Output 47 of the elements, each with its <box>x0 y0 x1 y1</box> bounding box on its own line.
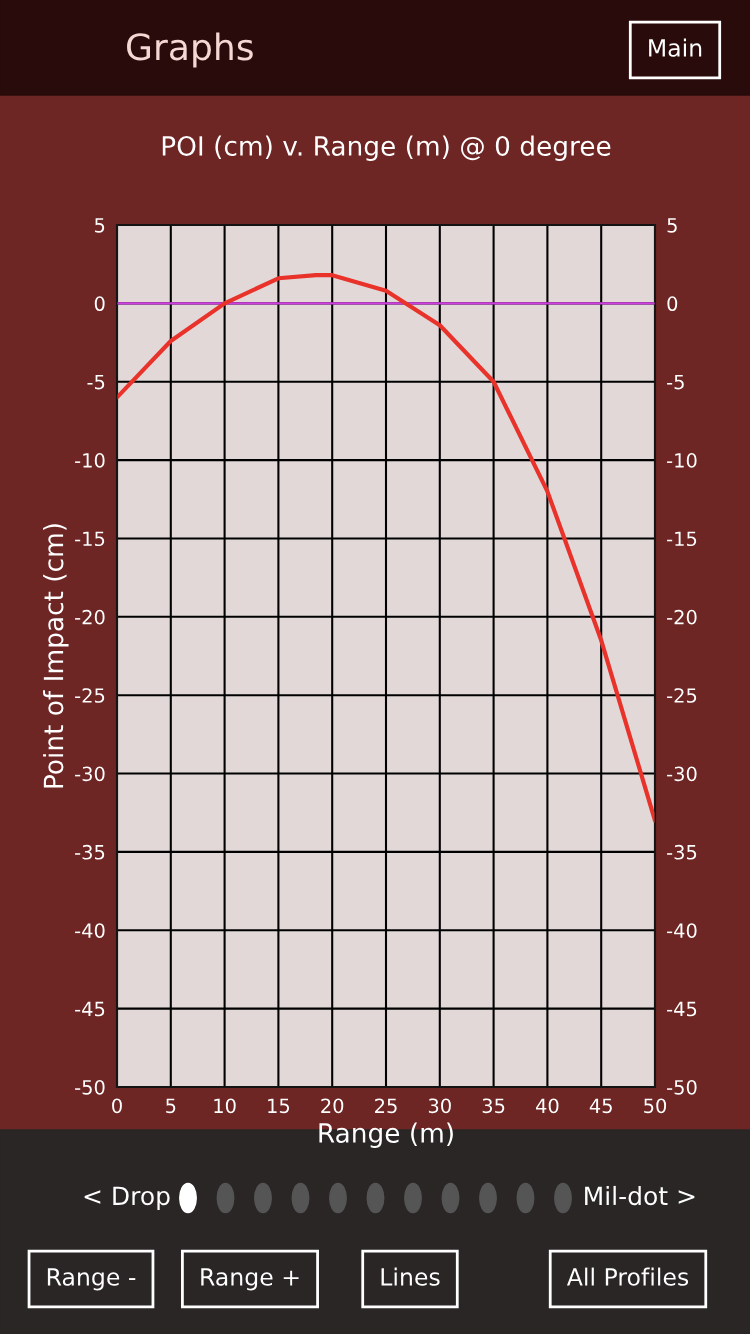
line-series <box>117 273 655 823</box>
text: Mil-dot > <box>585 1185 695 1206</box>
y-tick-label: -25 <box>75 688 105 703</box>
y-tick-label: -20 <box>75 609 105 625</box>
chart-title: POI (cm) v. Range (m) @ 0 degree <box>162 135 611 162</box>
y-tick-label: -40 <box>75 923 105 938</box>
text: Range + <box>201 1268 299 1291</box>
x-tick-label: 30 <box>428 1098 451 1114</box>
x-tick-label: 5 <box>166 1098 176 1114</box>
text: Lines <box>381 1267 440 1286</box>
y2-tick-label: -15 <box>667 531 697 547</box>
text: Main <box>649 38 702 57</box>
y-tick-label: -10 <box>75 453 105 468</box>
x-tick-label: 20 <box>321 1098 344 1114</box>
y2-tick-label: 5 <box>667 218 677 233</box>
y2-tick-label: -20 <box>667 609 697 625</box>
x-tick-label: 50 <box>644 1098 667 1114</box>
y2-tick-label: -25 <box>667 688 697 703</box>
x-tick-label: 35 <box>482 1098 505 1114</box>
y-tick-label: -35 <box>75 844 105 860</box>
y-tick-label: -45 <box>75 1001 105 1017</box>
x-tick-label: 45 <box>589 1098 612 1114</box>
y2-tick-label: -40 <box>667 923 697 938</box>
y2-tick-label: -30 <box>667 766 697 782</box>
y2-tick-label: -10 <box>667 453 697 468</box>
x-axis-title: Range (m) <box>319 1122 453 1149</box>
y2-tick-label: -35 <box>667 844 697 860</box>
y-tick-label: 0 <box>94 296 105 312</box>
y-tick-label: -15 <box>75 531 105 547</box>
x-tick-label: 40 <box>535 1098 559 1114</box>
y2-tick-label: 0 <box>667 296 678 312</box>
y-tick-label: -5 <box>87 374 105 390</box>
text: All Profiles <box>566 1267 689 1286</box>
y-axis-title: Point of Impact (cm) <box>43 524 69 788</box>
y2-tick-label: -5 <box>667 374 684 390</box>
y-tick-label: 5 <box>95 218 105 233</box>
text: Graphs <box>127 32 253 68</box>
text: < Drop <box>84 1186 170 1211</box>
x-tick-label: 10 <box>214 1098 236 1114</box>
y-tick-label: -30 <box>75 766 105 782</box>
y2-tick-label: -50 <box>667 1079 697 1095</box>
y2-tick-label: -45 <box>667 1001 697 1017</box>
y-tick-label: -50 <box>75 1079 105 1095</box>
x-tick-label: 25 <box>375 1098 397 1114</box>
x-tick-label: 0 <box>112 1098 122 1114</box>
text: Range - <box>47 1268 136 1291</box>
x-tick-label: 15 <box>268 1098 290 1114</box>
